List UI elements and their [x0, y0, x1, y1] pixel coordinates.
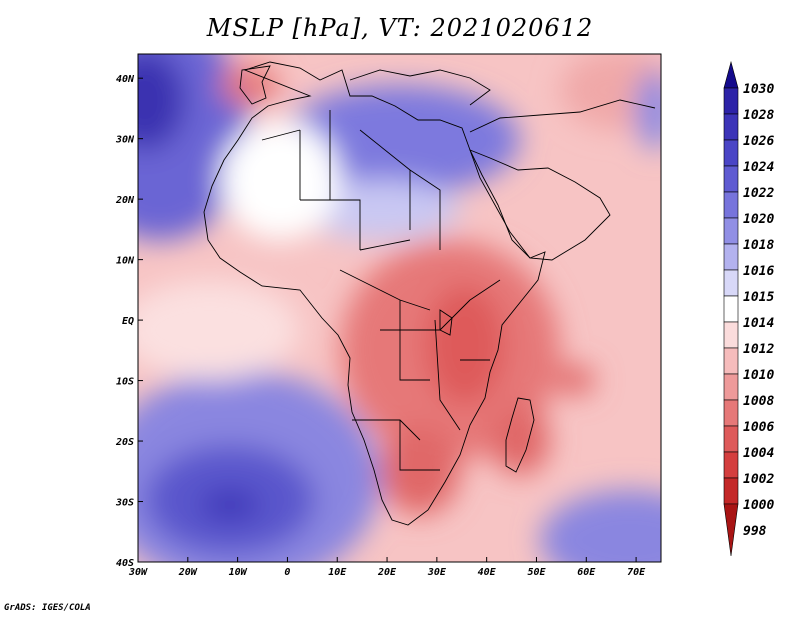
lon-tick-label: 60E [577, 567, 596, 578]
colorbar-label: 1015 [743, 290, 774, 305]
lon-tick-label: 20W [178, 567, 198, 578]
pressure-field [138, 54, 661, 562]
lat-tick-label: EQ [122, 316, 134, 327]
colorbar-label: 1012 [743, 342, 774, 357]
colorbar-label: 1026 [743, 134, 774, 149]
plot-frame [137, 53, 662, 563]
colorbar-label: 1006 [743, 420, 774, 435]
lon-tick-label: 30W [128, 567, 148, 578]
lat-tick-label: 30S [115, 498, 134, 509]
colorbar-swatch [723, 295, 739, 323]
colorbar-swatch [723, 347, 739, 375]
colorbar-swatch [723, 321, 739, 349]
colorbar-label: 1008 [743, 394, 774, 409]
longitude-axis: 30W 20W 10W 0 10E 20E 30E 40E 50E 60E 70E [128, 557, 646, 578]
colorbar-swatch [723, 373, 739, 401]
colorbar-swatch [723, 217, 739, 245]
map-title: MSLP [hPa], VT: 2021020612 [206, 14, 594, 42]
lat-tick-label: 30N [115, 135, 135, 146]
lon-tick-label: 50E [527, 567, 546, 578]
colorbar-label: 1024 [743, 160, 774, 175]
colorbar-swatch [723, 113, 739, 141]
colorbar-label: 1002 [743, 472, 774, 487]
colorbar-label: 1022 [743, 186, 774, 201]
lon-tick-label: 30E [427, 567, 447, 578]
lon-tick-label: 70E [627, 567, 646, 578]
colorbar-label: 1030 [743, 82, 774, 97]
colorbar-swatch [723, 165, 739, 193]
colorbar-label: 1014 [743, 316, 774, 331]
colorbar-swatch [723, 243, 739, 271]
lat-tick-label: 10N [116, 256, 135, 267]
lon-tick-label: 10W [229, 567, 248, 578]
lon-tick-label: 10E [328, 567, 347, 578]
lat-tick-label: 20S [115, 437, 134, 448]
colorbar-label: 1028 [743, 108, 774, 123]
colorbar-swatch [723, 399, 739, 427]
colorbar-bottom-arrow [723, 503, 739, 557]
colorbar-label: 998 [743, 524, 767, 539]
lat-tick-label: 40S [116, 558, 134, 569]
colorbar-label: 1020 [743, 212, 774, 227]
lon-tick-label: 40E [478, 567, 497, 578]
colorbar-swatch [723, 269, 739, 297]
lat-tick-label: 40N [116, 74, 135, 85]
colorbar-swatch [723, 87, 739, 115]
colorbar-label: 1018 [743, 238, 774, 253]
colorbar-label: 1000 [743, 498, 774, 513]
colorbar: 1030 1028 1026 1024 1022 1020 1018 1016 1015 1014… [723, 60, 774, 557]
colorbar-swatch [723, 139, 739, 167]
credit-text: GrADS: IGES/COLA [4, 603, 91, 613]
colorbar-label: 1004 [743, 446, 774, 461]
latitude-axis: 40N 30N 20N 10N EQ 10S 20S 30S 40S [115, 74, 143, 569]
lon-tick-label: 20E [377, 567, 397, 578]
lat-tick-label: 10S [116, 377, 134, 388]
lon-tick-label: 0 [284, 567, 290, 578]
colorbar-label: 1016 [743, 264, 774, 279]
colorbar-swatch [723, 451, 739, 479]
colorbar-swatch [723, 477, 739, 505]
coastlines [203, 61, 656, 526]
colorbar-swatch [723, 425, 739, 453]
colorbar-top-arrow [723, 60, 739, 89]
colorbar-swatch [723, 191, 739, 219]
colorbar-label: 1010 [743, 368, 774, 383]
lat-tick-label: 20N [115, 195, 135, 206]
